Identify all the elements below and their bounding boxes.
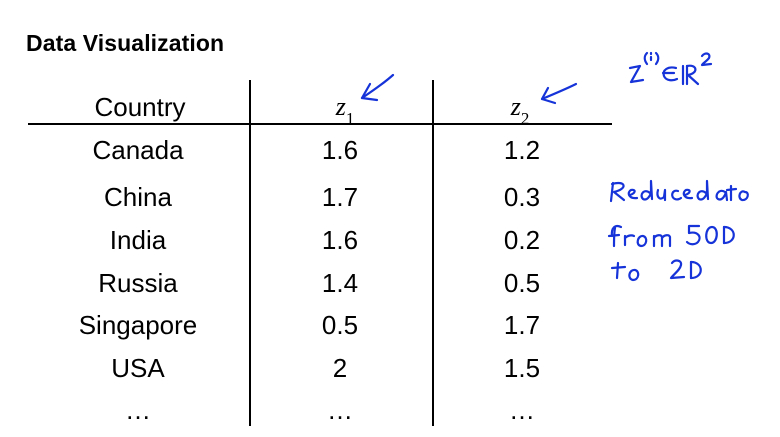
cell-z2: 0.3	[503, 182, 541, 212]
note-reduce-data	[607, 179, 749, 282]
cell-z2: 0.2	[503, 225, 541, 255]
arrow-z1-icon	[360, 73, 395, 102]
column-divider-1	[249, 80, 251, 426]
cell-country: USA	[111, 353, 165, 383]
column-divider-2	[432, 80, 434, 426]
cell-z1: 1.7	[321, 182, 359, 212]
cell-country: Singapore	[78, 310, 198, 340]
header-country: Country	[94, 92, 186, 122]
cell-z2: …	[509, 395, 535, 425]
cell-country: India	[109, 225, 167, 255]
header-z2: z2	[510, 92, 530, 129]
cell-z1: 1.4	[321, 268, 359, 298]
arrow-z2-icon	[540, 82, 578, 105]
cell-country: China	[104, 182, 172, 212]
cell-country: Canada	[92, 135, 184, 165]
cell-z1: 0.5	[321, 310, 359, 340]
header-divider	[28, 123, 612, 125]
cell-z2: 0.5	[503, 268, 541, 298]
cell-z2: 1.7	[503, 310, 541, 340]
cell-country: …	[125, 395, 151, 425]
cell-z2: 1.2	[503, 135, 541, 165]
cell-z1: …	[327, 395, 353, 425]
cell-z1: 1.6	[321, 225, 359, 255]
cell-z2: 1.5	[503, 353, 541, 383]
slide-title: Data Visualization	[26, 30, 225, 56]
header-z1: z1	[335, 92, 355, 129]
note-z-in-r2	[628, 51, 713, 86]
cell-country: Russia	[98, 268, 178, 298]
cell-z1: 1.6	[321, 135, 359, 165]
cell-z1: 2	[332, 353, 348, 383]
